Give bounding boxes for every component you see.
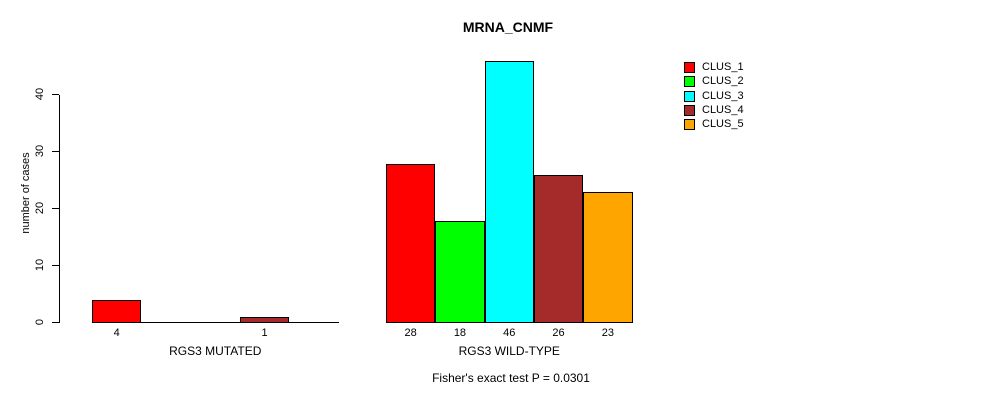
legend-label-clus_1: CLUS_1 bbox=[702, 61, 744, 73]
y-axis-tick bbox=[52, 265, 59, 266]
legend-label-clus_3: CLUS_3 bbox=[702, 90, 744, 102]
bar-clus_1 bbox=[386, 164, 435, 323]
bar-value-label: 46 bbox=[503, 327, 516, 339]
legend-swatch-clus_2 bbox=[684, 76, 695, 87]
y-axis-tick bbox=[52, 322, 59, 323]
y-axis-tick-label: 40 bbox=[34, 87, 46, 101]
legend-label-clus_5: CLUS_5 bbox=[702, 118, 744, 130]
legend-swatch-clus_4 bbox=[684, 105, 695, 116]
group-label: RGS3 MUTATED bbox=[169, 344, 262, 358]
bar-clus_1 bbox=[92, 300, 141, 323]
bar-value-label: 23 bbox=[601, 327, 614, 339]
bar-clus_2 bbox=[435, 221, 485, 323]
legend-label-clus_2: CLUS_2 bbox=[702, 75, 744, 87]
group-label: RGS3 WILD-TYPE bbox=[458, 344, 560, 358]
bar-clus_5 bbox=[583, 192, 633, 323]
y-axis-tick-label: 0 bbox=[34, 318, 46, 326]
y-axis-tick-label: 30 bbox=[34, 144, 46, 158]
y-axis-tick-label: 20 bbox=[34, 201, 46, 215]
bar-clus_4 bbox=[240, 317, 289, 323]
bar-value-label: 26 bbox=[552, 327, 565, 339]
bar-clus_4 bbox=[534, 175, 583, 323]
bar-value-label: 4 bbox=[113, 327, 120, 339]
bar-clus_3 bbox=[485, 61, 534, 323]
legend-swatch-clus_3 bbox=[684, 91, 695, 102]
legend-label-clus_4: CLUS_4 bbox=[702, 104, 744, 116]
y-axis-tick bbox=[52, 94, 59, 95]
bar-value-label: 1 bbox=[261, 327, 268, 339]
fisher-test-annotation: Fisher's exact test P = 0.0301 bbox=[432, 371, 590, 385]
legend-swatch-clus_5 bbox=[684, 119, 695, 130]
y-axis-tick bbox=[52, 151, 59, 152]
chart-title: MRNA_CNMF bbox=[462, 19, 554, 35]
y-axis-line bbox=[59, 95, 60, 323]
bar-value-label: 18 bbox=[453, 327, 467, 339]
y-axis-tick-label: 10 bbox=[34, 258, 46, 272]
baseline bbox=[92, 322, 339, 323]
bar-value-label: 28 bbox=[404, 327, 417, 339]
y-axis-tick bbox=[52, 208, 59, 209]
legend-swatch-clus_1 bbox=[684, 62, 695, 73]
